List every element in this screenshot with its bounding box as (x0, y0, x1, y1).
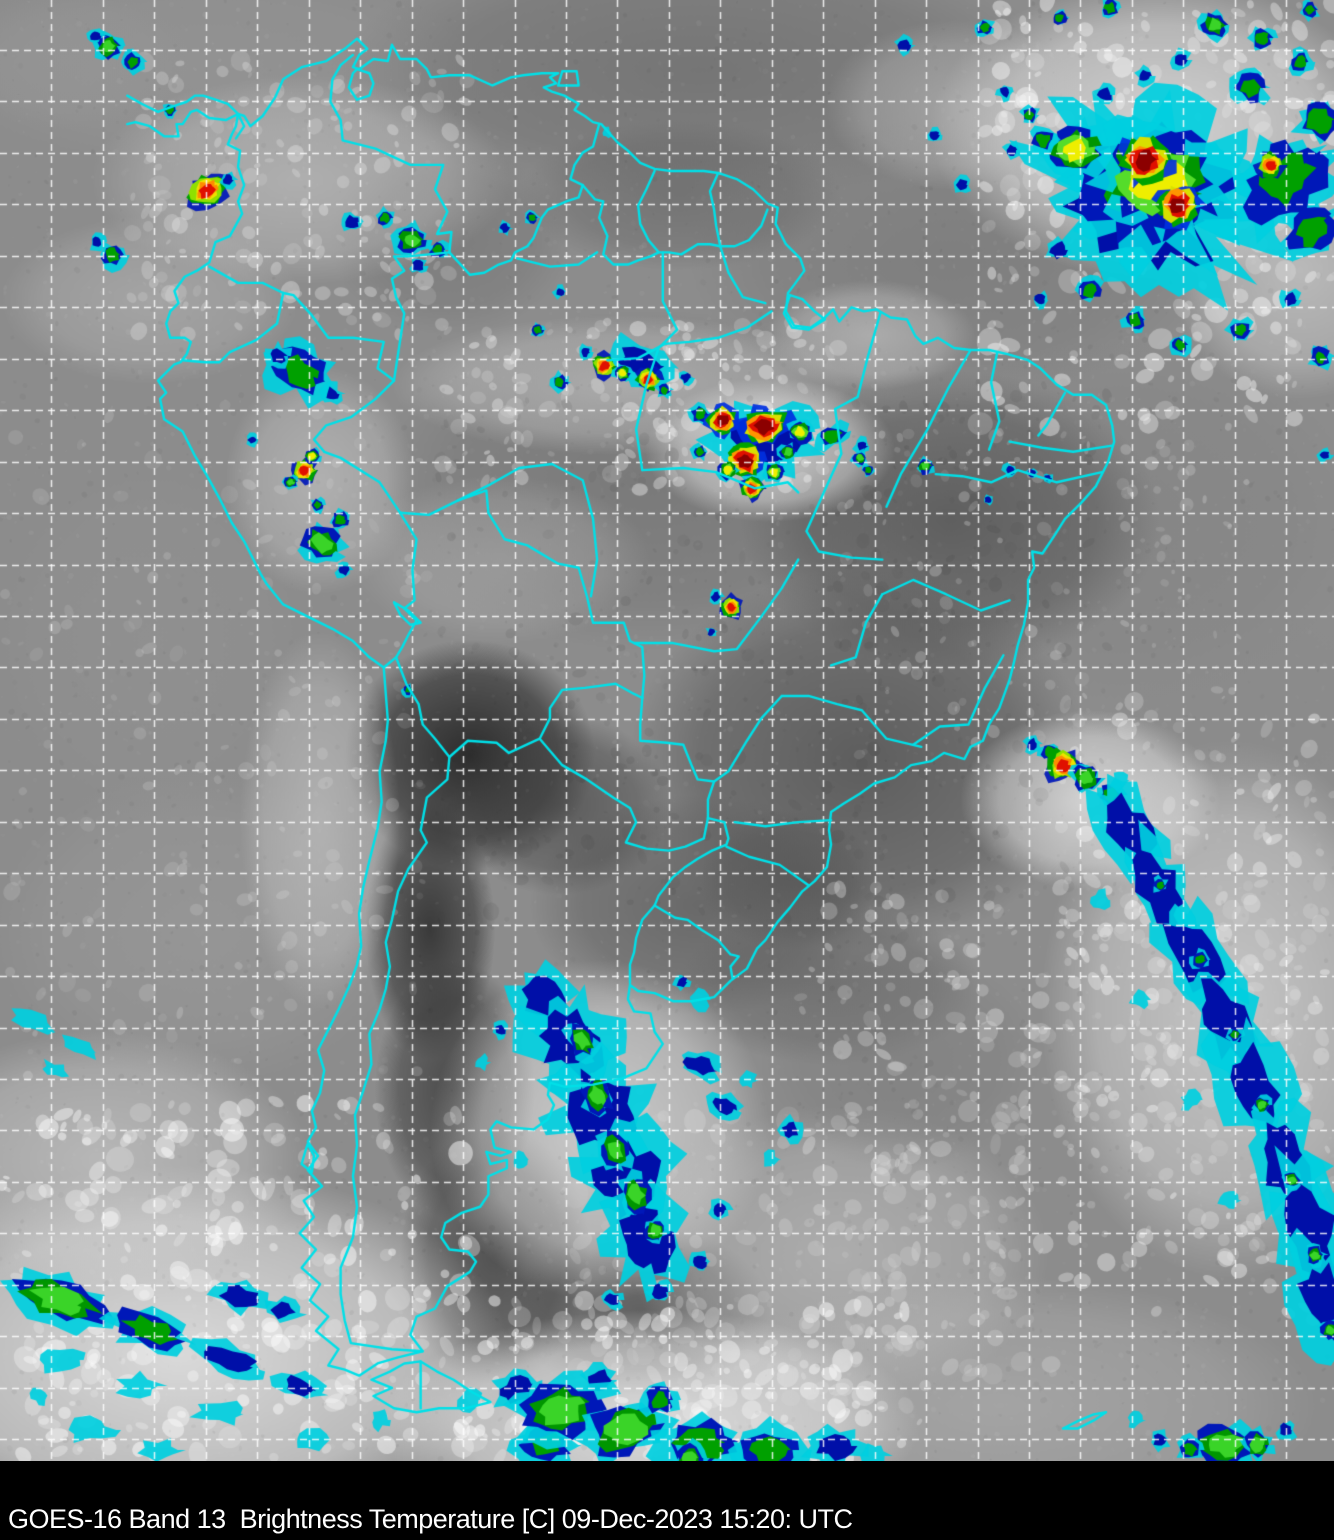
satellite-imagery-canvas (0, 0, 1334, 1461)
image-caption-bar: GOES-16 Band 13 Brightness Temperature [… (0, 1461, 1334, 1540)
image-caption-text: GOES-16 Band 13 Brightness Temperature [… (8, 1504, 853, 1534)
